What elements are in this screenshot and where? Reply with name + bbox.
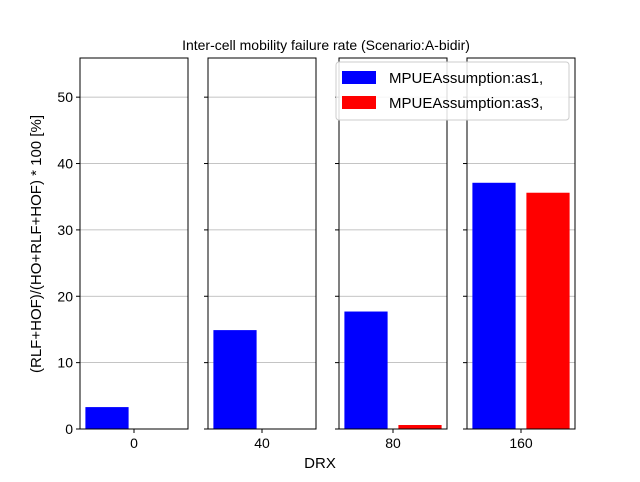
- bar: [526, 192, 570, 429]
- y-axis-label: (RLF+HOF)/(HO+RLF+HOF) * 100 [%]: [28, 115, 45, 373]
- chart-title: Inter-cell mobility failure rate (Scenar…: [182, 37, 470, 53]
- y-tick-label: 0: [65, 421, 73, 437]
- x-axis-label: DRX: [304, 455, 336, 472]
- y-tick-label: 40: [57, 156, 73, 172]
- legend-swatch: [342, 96, 376, 109]
- x-tick-label: 160: [509, 435, 533, 451]
- legend-label: MPUEAssumption:as3,: [389, 95, 543, 112]
- legend: MPUEAssumption:as1, MPUEAssumption:as3,: [335, 61, 570, 121]
- bar: [472, 182, 516, 429]
- bar: [344, 311, 388, 429]
- legend-swatch: [342, 71, 376, 84]
- y-tick-label: 10: [57, 355, 73, 371]
- facet-panels: 0 40 80 160: [76, 57, 576, 451]
- legend-label: MPUEAssumption:as1,: [389, 70, 543, 87]
- y-tick-label: 20: [57, 288, 73, 304]
- panel-frame: [79, 57, 189, 430]
- legend-box: [335, 61, 570, 121]
- facet-panel: 0: [76, 57, 189, 451]
- y-axis: 0 10 20 30 40 50: [57, 89, 73, 437]
- y-tick-label: 50: [57, 89, 73, 105]
- x-tick-label: 80: [385, 435, 401, 451]
- bar: [213, 330, 257, 429]
- bar: [398, 425, 442, 429]
- x-tick-label: 0: [130, 435, 138, 451]
- y-tick-label: 30: [57, 222, 73, 238]
- facet-panel: 40: [204, 57, 317, 451]
- bar: [85, 407, 129, 429]
- facet-panel: 160: [463, 57, 576, 451]
- x-tick-label: 40: [254, 435, 270, 451]
